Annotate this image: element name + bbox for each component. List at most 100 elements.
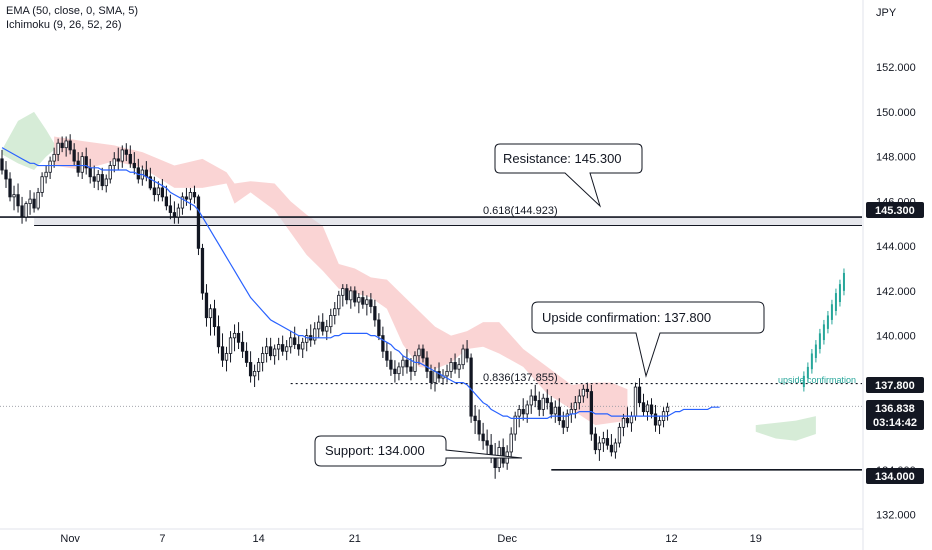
candle[interactable] bbox=[236, 322, 241, 350]
candle[interactable] bbox=[196, 194, 201, 256]
candle[interactable] bbox=[545, 389, 549, 410]
candle[interactable] bbox=[393, 360, 397, 383]
candle[interactable] bbox=[301, 337, 305, 358]
candle[interactable] bbox=[244, 342, 249, 367]
candle[interactable] bbox=[76, 152, 80, 177]
candle[interactable] bbox=[224, 346, 229, 372]
candle[interactable] bbox=[92, 165, 96, 188]
candle[interactable] bbox=[513, 411, 517, 441]
candle[interactable] bbox=[641, 393, 646, 417]
candle[interactable] bbox=[321, 313, 325, 336]
candle[interactable] bbox=[28, 190, 32, 215]
candle[interactable] bbox=[389, 351, 393, 376]
candle[interactable] bbox=[377, 313, 381, 341]
candle[interactable] bbox=[200, 243, 205, 300]
candle[interactable] bbox=[473, 404, 477, 435]
candle[interactable] bbox=[56, 138, 60, 162]
candle[interactable] bbox=[64, 136, 68, 157]
candle[interactable] bbox=[461, 344, 465, 370]
candle[interactable] bbox=[525, 400, 529, 423]
candle[interactable] bbox=[172, 201, 177, 224]
candle[interactable] bbox=[160, 178, 165, 202]
candle[interactable] bbox=[573, 396, 577, 419]
candle[interactable] bbox=[541, 393, 545, 417]
candle[interactable] bbox=[313, 322, 317, 345]
candle[interactable] bbox=[100, 167, 104, 191]
candle[interactable] bbox=[629, 411, 634, 432]
candle[interactable] bbox=[112, 152, 116, 173]
candle[interactable] bbox=[401, 355, 405, 376]
candle[interactable] bbox=[481, 422, 485, 450]
candle[interactable] bbox=[457, 357, 461, 379]
candle[interactable] bbox=[637, 378, 642, 408]
candle[interactable] bbox=[521, 398, 525, 421]
candle[interactable] bbox=[561, 411, 565, 435]
candle[interactable] bbox=[385, 342, 389, 367]
candle[interactable] bbox=[184, 187, 189, 206]
candle[interactable] bbox=[84, 147, 88, 175]
candle[interactable] bbox=[557, 398, 561, 426]
candle[interactable] bbox=[477, 409, 481, 441]
support-callout[interactable]: Support: 134.000 bbox=[314, 435, 523, 467]
candle[interactable] bbox=[369, 293, 373, 314]
candle[interactable] bbox=[665, 402, 670, 421]
candle[interactable] bbox=[585, 382, 590, 399]
candlestick-series[interactable] bbox=[0, 134, 670, 479]
candle[interactable] bbox=[192, 185, 197, 204]
candle[interactable] bbox=[272, 344, 277, 365]
candle[interactable] bbox=[285, 340, 289, 361]
ichimoku-indicator-label[interactable]: Ichimoku (9, 26, 52, 26) bbox=[6, 19, 122, 31]
candle[interactable] bbox=[164, 185, 169, 211]
candle[interactable] bbox=[365, 295, 369, 316]
candle[interactable] bbox=[256, 357, 261, 381]
candle[interactable] bbox=[212, 299, 217, 336]
candle[interactable] bbox=[252, 364, 257, 388]
candle[interactable] bbox=[329, 308, 333, 334]
candle[interactable] bbox=[621, 413, 626, 437]
candle[interactable] bbox=[289, 331, 293, 354]
resistance-callout[interactable]: Resistance: 145.300 bbox=[494, 143, 643, 208]
candle[interactable] bbox=[445, 364, 449, 383]
candle[interactable] bbox=[657, 416, 662, 435]
candle[interactable] bbox=[509, 427, 513, 457]
candle[interactable] bbox=[549, 396, 553, 419]
candle[interactable] bbox=[180, 192, 185, 215]
candle[interactable] bbox=[485, 429, 489, 457]
candle[interactable] bbox=[44, 165, 48, 184]
candle[interactable] bbox=[417, 344, 421, 365]
candle[interactable] bbox=[132, 152, 136, 175]
candle[interactable] bbox=[268, 337, 273, 361]
candle[interactable] bbox=[277, 337, 281, 361]
candle[interactable] bbox=[24, 201, 28, 222]
candle[interactable] bbox=[264, 337, 269, 363]
candle[interactable] bbox=[649, 398, 654, 419]
candle[interactable] bbox=[333, 302, 337, 325]
candle[interactable] bbox=[240, 331, 245, 358]
candle[interactable] bbox=[8, 172, 12, 202]
candle[interactable] bbox=[120, 145, 124, 168]
candle[interactable] bbox=[645, 400, 650, 421]
candle[interactable] bbox=[40, 172, 44, 197]
candle[interactable] bbox=[409, 357, 413, 381]
candle[interactable] bbox=[341, 284, 345, 307]
candle[interactable] bbox=[625, 407, 630, 428]
candle[interactable] bbox=[216, 315, 221, 354]
candle[interactable] bbox=[345, 284, 349, 305]
candle[interactable] bbox=[597, 436, 602, 461]
candle[interactable] bbox=[653, 404, 658, 432]
candle[interactable] bbox=[453, 353, 457, 374]
candle[interactable] bbox=[36, 187, 40, 211]
candle[interactable] bbox=[601, 431, 606, 452]
candle[interactable] bbox=[465, 340, 469, 363]
candle[interactable] bbox=[248, 351, 253, 383]
candle[interactable] bbox=[325, 319, 329, 341]
candle[interactable] bbox=[96, 170, 100, 191]
candle[interactable] bbox=[108, 161, 112, 184]
candle[interactable] bbox=[405, 349, 409, 374]
candle[interactable] bbox=[32, 192, 36, 213]
candle[interactable] bbox=[593, 427, 598, 455]
candle[interactable] bbox=[529, 389, 533, 414]
candle[interactable] bbox=[104, 174, 108, 193]
candle[interactable] bbox=[309, 324, 313, 347]
